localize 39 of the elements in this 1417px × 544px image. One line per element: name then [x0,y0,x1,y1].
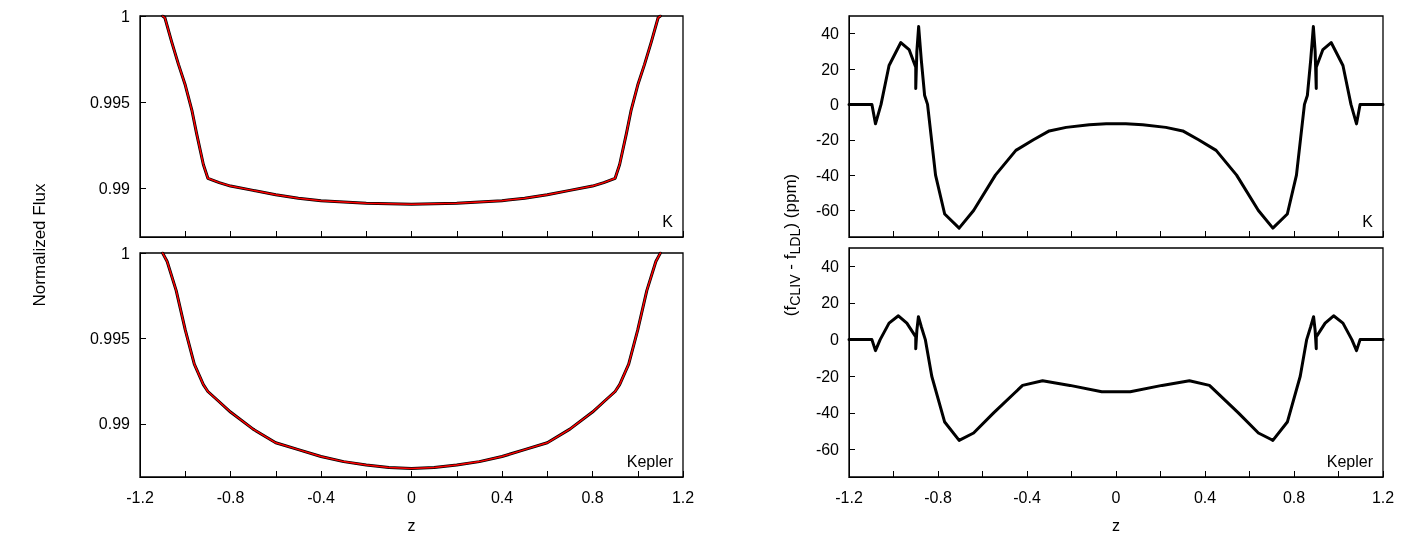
x-tick-label: -0.8 [216,488,245,506]
y-tick-label: -20 [815,367,840,385]
annotation: K [1362,212,1374,230]
y-tick-label: 20 [821,60,840,78]
y-tick-label: 0.995 [89,93,131,111]
annotation: Kepler [1326,452,1374,470]
x-tick-label: 0 [1111,488,1121,506]
x-tick-label: 0.8 [581,488,604,506]
y-tick-label: -60 [815,441,840,459]
x-tick-label: 0 [407,488,417,506]
y-axis-title: Normalized Flux [30,183,50,307]
annotation: Kepler [626,452,674,470]
x-tick-label: 0.4 [1193,488,1217,506]
y-tick-label: 0.99 [98,415,131,433]
y-tick-label: 20 [821,294,840,312]
y-tick-label: -40 [815,166,840,184]
x-tick-label: 0.4 [490,488,514,506]
x-axis-title: z [407,516,416,534]
y-tick-label: 1 [121,7,131,25]
y-tick-label: 0.995 [89,330,131,347]
y-tick-label: 40 [821,257,840,275]
y-tick-label: 0 [830,331,840,349]
y-tick-label: 40 [821,25,840,43]
y-tick-label: -20 [815,131,840,149]
x-tick-label: 0.8 [1282,488,1306,506]
y-tick-label: 0 [830,95,840,113]
y-tick-label: 0.99 [98,180,131,198]
y-tick-label: 1 [121,244,131,262]
x-tick-label: -1.2 [126,488,154,506]
x-tick-label: -0.4 [1013,488,1041,506]
x-tick-label: -0.4 [307,488,335,506]
x-tick-label: -0.8 [924,488,952,506]
x-axis-title: z [1112,516,1120,534]
x-tick-label: 1.2 [671,488,695,506]
x-tick-label: 1.2 [1371,488,1395,506]
annotation: K [662,212,674,230]
x-tick-label: -1.2 [835,488,863,506]
y-tick-label: -40 [815,404,840,422]
y-tick-label: -60 [815,201,840,219]
